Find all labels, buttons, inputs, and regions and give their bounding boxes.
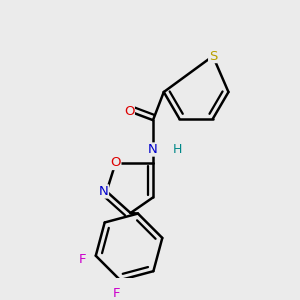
Text: N: N [148,143,158,156]
Text: S: S [209,50,217,63]
Text: N: N [99,185,109,198]
Text: O: O [110,157,121,169]
Text: F: F [113,286,120,300]
Text: F: F [79,253,86,266]
Text: O: O [124,105,134,118]
Text: H: H [172,143,182,156]
